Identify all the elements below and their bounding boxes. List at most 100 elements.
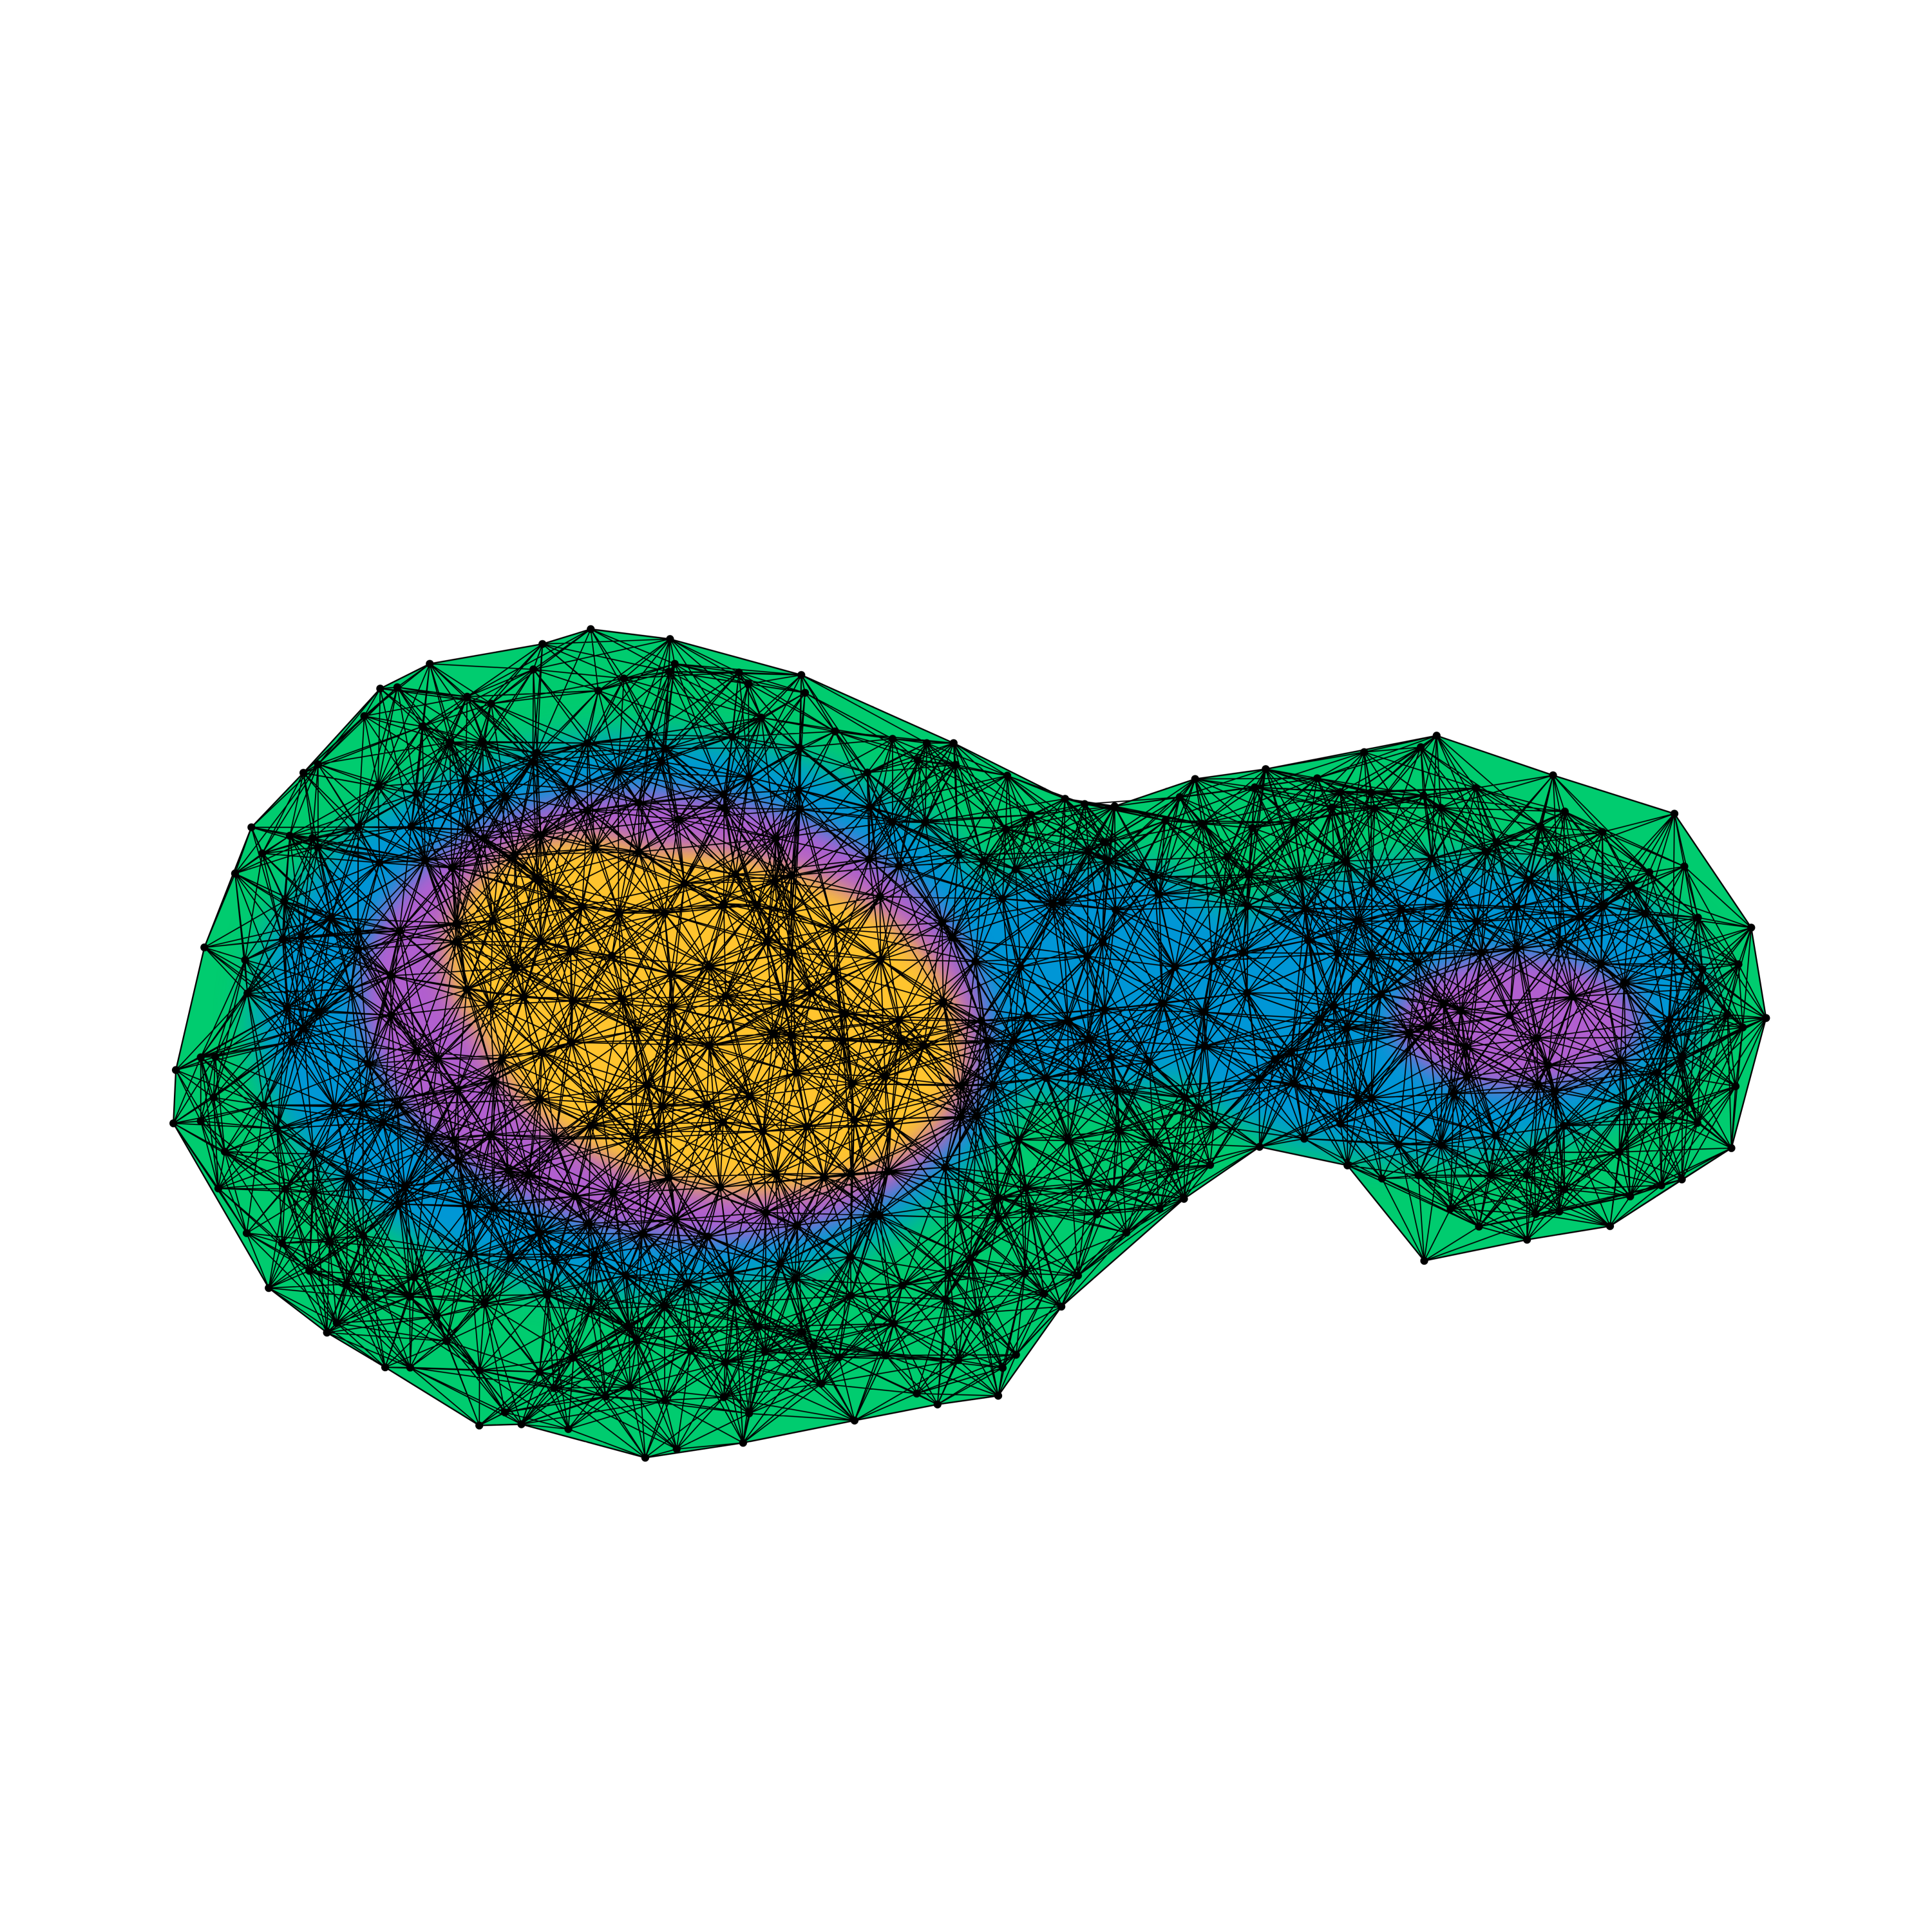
mesh-node — [642, 1081, 651, 1089]
mesh-node — [994, 1193, 1003, 1202]
mesh-node — [393, 683, 402, 692]
mesh-node — [426, 659, 434, 668]
mesh-node — [973, 1309, 981, 1317]
mesh-node — [744, 1409, 753, 1417]
mesh-node — [895, 1016, 904, 1025]
mesh-node — [242, 1229, 251, 1237]
mesh-node — [1693, 1119, 1701, 1127]
mesh-node — [645, 730, 654, 739]
mesh-node — [1206, 1160, 1215, 1169]
mesh-node — [1700, 984, 1709, 993]
mesh-node — [461, 775, 470, 784]
mesh-node — [1296, 874, 1305, 882]
mesh-node — [1084, 1179, 1092, 1187]
mesh-node — [571, 1192, 580, 1200]
mesh-node — [504, 1166, 513, 1175]
mesh-node — [1405, 1029, 1413, 1037]
mesh-node — [486, 1000, 495, 1009]
mesh-node — [920, 1041, 928, 1050]
mesh-edges — [173, 629, 1767, 1459]
mesh-node — [865, 855, 873, 864]
mesh-node — [820, 1173, 828, 1182]
mesh-node — [309, 1150, 318, 1159]
mesh-node — [241, 956, 249, 964]
mesh-node — [863, 768, 871, 777]
mesh-node — [1622, 1101, 1631, 1109]
mesh-node — [621, 1271, 630, 1280]
mesh-node — [1313, 774, 1321, 782]
mesh-node — [1626, 1192, 1634, 1200]
mesh-node — [278, 935, 287, 943]
mesh-node — [395, 927, 404, 935]
mesh-node — [211, 1052, 220, 1061]
mesh-node — [1549, 771, 1557, 779]
mesh-node — [948, 933, 956, 942]
mesh-node — [379, 1118, 387, 1127]
mesh-node — [994, 1214, 1003, 1222]
mesh-node — [809, 1341, 818, 1350]
mesh-node — [895, 862, 904, 870]
mesh-node — [1615, 1148, 1624, 1156]
mesh-node — [298, 933, 306, 941]
mesh-node — [1560, 1185, 1569, 1193]
mesh-node — [432, 1312, 441, 1321]
mesh-node — [1106, 1054, 1115, 1063]
mesh-node — [325, 1238, 334, 1246]
mesh-node — [757, 714, 766, 722]
mesh-node — [788, 908, 796, 916]
mesh-node — [1161, 817, 1170, 825]
mesh-node — [299, 1024, 308, 1032]
mesh-node — [614, 909, 623, 917]
mesh-node — [519, 993, 528, 1001]
mesh-node — [1680, 862, 1689, 871]
mesh-node — [330, 1103, 339, 1111]
mesh-node — [1360, 748, 1368, 757]
mesh-node — [1181, 1094, 1190, 1102]
mesh-node — [583, 806, 592, 815]
mesh-node — [1627, 882, 1635, 890]
mesh-node — [1255, 1142, 1264, 1151]
mesh-node — [652, 1127, 661, 1136]
mesh-node — [1534, 1080, 1542, 1088]
mesh-node — [634, 799, 643, 807]
mesh-node — [667, 970, 676, 978]
mesh-node — [1423, 1023, 1432, 1031]
mesh-node — [705, 962, 714, 971]
mesh-node — [1731, 1082, 1740, 1090]
mesh-node — [1560, 1121, 1568, 1130]
mesh-node — [354, 823, 363, 831]
mesh-node — [583, 739, 592, 747]
mesh-node — [354, 945, 363, 954]
mesh-node — [1560, 808, 1569, 816]
mesh-node — [687, 1346, 695, 1354]
mesh-node — [1098, 938, 1107, 946]
mesh-node — [817, 1379, 826, 1388]
mesh-node — [762, 937, 772, 945]
mesh-node — [1522, 1171, 1531, 1180]
mesh-node — [983, 1037, 992, 1045]
mesh-node — [1555, 1208, 1564, 1216]
mesh-node — [1175, 793, 1184, 801]
mesh-node — [1058, 898, 1067, 907]
outline-border — [173, 628, 1767, 1459]
mesh-node — [1336, 788, 1345, 797]
mesh-node — [1341, 857, 1350, 866]
mesh-node — [376, 685, 384, 693]
mesh-node — [1155, 890, 1163, 898]
mesh-node — [433, 1055, 442, 1063]
mesh-node — [1353, 917, 1361, 925]
mesh-node — [535, 1368, 544, 1376]
mesh-node — [299, 768, 308, 777]
mesh-node — [1191, 775, 1199, 783]
mesh-node — [802, 1122, 811, 1131]
mesh-node — [1414, 1171, 1423, 1180]
mesh-node — [360, 712, 368, 721]
mesh-node — [442, 1337, 451, 1345]
mesh-node — [665, 667, 673, 676]
mesh-node — [464, 826, 473, 834]
mesh-node — [1419, 791, 1428, 800]
mesh-node — [979, 857, 988, 866]
mesh-node — [511, 963, 519, 972]
mesh-node — [608, 951, 616, 960]
mesh-node — [214, 1184, 223, 1193]
